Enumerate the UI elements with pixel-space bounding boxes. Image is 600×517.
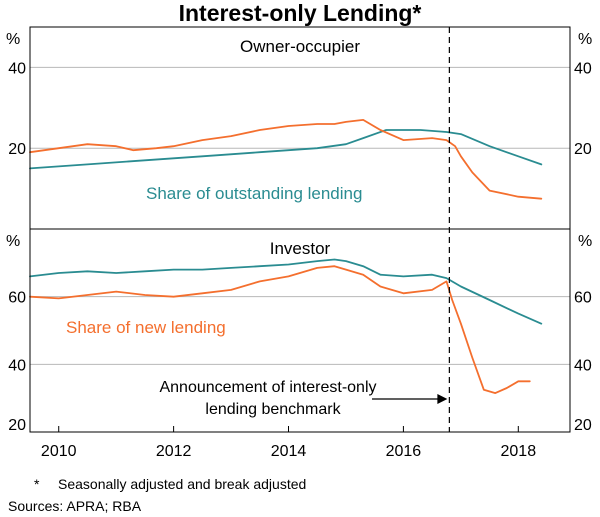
unit-label-left: %	[6, 31, 20, 48]
x-tick-label: 2010	[41, 443, 77, 460]
panel-frame	[29, 228, 571, 433]
x-tick-label: 2014	[271, 443, 307, 460]
y-tick-label-right: 40	[574, 357, 592, 374]
y-tick-label-right: 60	[574, 290, 592, 307]
annotation-line-1: Announcement of interest-only	[159, 379, 376, 396]
annotation-arrowhead	[437, 394, 448, 404]
series-line-new-investor	[29, 265, 531, 395]
grid-layer	[30, 66, 570, 365]
y-tick-label-right: 20	[574, 141, 592, 158]
y-tick-label-left: 20	[8, 141, 26, 158]
y-tick-label-left: 40	[8, 60, 26, 77]
series-label-new: Share of new lending	[66, 318, 226, 337]
y-tick-label-left: 40	[8, 357, 26, 374]
unit-label-right: %	[578, 31, 592, 48]
frame-layer	[29, 26, 571, 433]
x-tick-label: 2012	[156, 443, 192, 460]
footnote-marker: *	[34, 476, 40, 492]
y-tick-label-right: 40	[574, 60, 592, 77]
footnote-note: Seasonally adjusted and break adjusted	[58, 476, 306, 492]
series-line-outstanding-owner-occupier	[29, 129, 543, 170]
y-tick-label-right: 20	[574, 417, 592, 434]
text-layer: 20 20 40 40% % Owner-occupier 20 20 40 40 60 60% % In…	[6, 31, 592, 460]
unit-label-right: %	[578, 233, 592, 250]
x-tick-label: 2016	[386, 443, 422, 460]
panel-title: Owner-occupier	[240, 37, 360, 56]
unit-label-left: %	[6, 233, 20, 250]
panel-title: Investor	[270, 239, 331, 258]
chart-title: Interest-only Lending*	[179, 0, 422, 26]
series-line-outstanding-investor	[29, 258, 543, 325]
footnote-sources: Sources: APRA; RBA	[8, 498, 142, 514]
y-tick-label-left: 20	[8, 417, 26, 434]
series-label-outstanding: Share of outstanding lending	[146, 184, 362, 203]
series-layer	[29, 119, 543, 395]
annotation-line-2: lending benchmark	[205, 401, 341, 418]
x-tick-label: 2018	[501, 443, 537, 460]
series-line-new-owner-occupier	[29, 119, 543, 200]
y-tick-label-left: 60	[8, 290, 26, 307]
